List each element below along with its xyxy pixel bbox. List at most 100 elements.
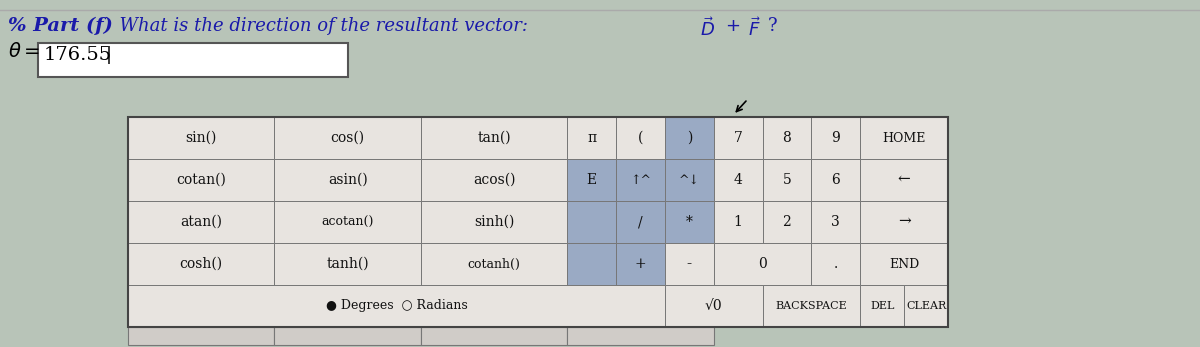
Text: ^↓: ^↓ xyxy=(679,174,700,186)
Bar xyxy=(568,117,616,159)
Bar xyxy=(128,327,275,345)
Text: $+$: $+$ xyxy=(725,17,740,35)
Bar xyxy=(762,201,811,243)
Text: 7: 7 xyxy=(733,131,743,145)
Bar xyxy=(762,117,811,159)
Bar xyxy=(568,201,616,243)
Bar xyxy=(421,159,568,201)
Text: sin(): sin() xyxy=(186,131,217,145)
Bar xyxy=(421,243,568,285)
Text: cotanh(): cotanh() xyxy=(468,257,521,271)
Bar xyxy=(860,285,904,327)
Bar xyxy=(616,243,665,285)
Bar xyxy=(128,159,275,201)
Text: BACKSPACE: BACKSPACE xyxy=(775,301,847,311)
Text: cotan(): cotan() xyxy=(176,173,226,187)
Bar xyxy=(811,117,860,159)
Text: END: END xyxy=(889,257,919,271)
Bar xyxy=(275,201,421,243)
Bar xyxy=(616,201,665,243)
Text: .: . xyxy=(834,257,838,271)
Bar xyxy=(128,117,275,159)
Text: /: / xyxy=(638,215,643,229)
Bar xyxy=(568,159,616,201)
Bar xyxy=(714,159,762,201)
Bar xyxy=(616,159,665,201)
Bar xyxy=(860,159,948,201)
Bar xyxy=(128,243,275,285)
Text: ?: ? xyxy=(768,17,778,35)
Text: -: - xyxy=(686,257,692,271)
Bar xyxy=(275,243,421,285)
Text: +: + xyxy=(635,257,647,271)
Text: $\theta=$: $\theta=$ xyxy=(8,42,40,61)
Bar xyxy=(275,327,421,345)
Text: atan(): atan() xyxy=(180,215,222,229)
Text: E: E xyxy=(587,173,596,187)
Text: 1: 1 xyxy=(733,215,743,229)
Bar xyxy=(665,201,714,243)
Bar xyxy=(568,327,714,345)
Text: asin(): asin() xyxy=(328,173,367,187)
Bar xyxy=(762,159,811,201)
Text: (: ( xyxy=(638,131,643,145)
Text: acotan(): acotan() xyxy=(322,215,374,229)
Text: 176.55: 176.55 xyxy=(44,46,112,64)
Bar xyxy=(275,117,421,159)
Text: $\vec{D}$: $\vec{D}$ xyxy=(700,17,715,40)
Bar xyxy=(128,201,275,243)
Text: π: π xyxy=(587,131,596,145)
Bar xyxy=(128,117,948,327)
Text: CLEAR: CLEAR xyxy=(906,301,946,311)
Text: ): ) xyxy=(686,131,692,145)
Text: tanh(): tanh() xyxy=(326,257,368,271)
Text: →: → xyxy=(898,215,911,229)
Text: tan(): tan() xyxy=(478,131,511,145)
Bar xyxy=(904,285,948,327)
Bar xyxy=(616,117,665,159)
Bar xyxy=(714,243,811,285)
Text: ↑^: ↑^ xyxy=(630,174,650,186)
Bar xyxy=(665,243,714,285)
Text: sinh(): sinh() xyxy=(474,215,515,229)
Text: What is the direction of the resultant vector:: What is the direction of the resultant v… xyxy=(108,17,534,35)
Text: % Part (f): % Part (f) xyxy=(8,17,113,35)
Text: ←: ← xyxy=(898,173,911,187)
Text: 0: 0 xyxy=(758,257,767,271)
Bar xyxy=(811,159,860,201)
Text: √0: √0 xyxy=(704,299,722,313)
Bar xyxy=(811,201,860,243)
Text: 8: 8 xyxy=(782,131,791,145)
Text: 4: 4 xyxy=(733,173,743,187)
Text: $\vec{F}$: $\vec{F}$ xyxy=(748,17,761,40)
Bar xyxy=(568,243,616,285)
Bar xyxy=(421,117,568,159)
Text: 9: 9 xyxy=(832,131,840,145)
Text: acos(): acos() xyxy=(473,173,515,187)
Text: HOME: HOME xyxy=(882,132,925,144)
Text: 2: 2 xyxy=(782,215,791,229)
Bar xyxy=(275,159,421,201)
Text: ● Degrees  ○ Radians: ● Degrees ○ Radians xyxy=(325,299,467,313)
Bar xyxy=(665,285,762,327)
Text: 3: 3 xyxy=(832,215,840,229)
Bar xyxy=(128,285,665,327)
Text: 6: 6 xyxy=(832,173,840,187)
Bar xyxy=(860,117,948,159)
Bar xyxy=(665,117,714,159)
Text: cos(): cos() xyxy=(330,131,365,145)
Text: |: | xyxy=(106,46,112,64)
Bar xyxy=(38,43,348,77)
Bar xyxy=(860,201,948,243)
Bar xyxy=(421,327,568,345)
Text: cosh(): cosh() xyxy=(180,257,223,271)
Bar xyxy=(714,117,762,159)
Text: 5: 5 xyxy=(782,173,791,187)
Bar xyxy=(811,243,860,285)
Bar xyxy=(860,243,948,285)
Bar xyxy=(665,159,714,201)
Bar xyxy=(421,201,568,243)
Text: *: * xyxy=(686,215,692,229)
Bar xyxy=(762,285,860,327)
Text: DEL: DEL xyxy=(870,301,894,311)
